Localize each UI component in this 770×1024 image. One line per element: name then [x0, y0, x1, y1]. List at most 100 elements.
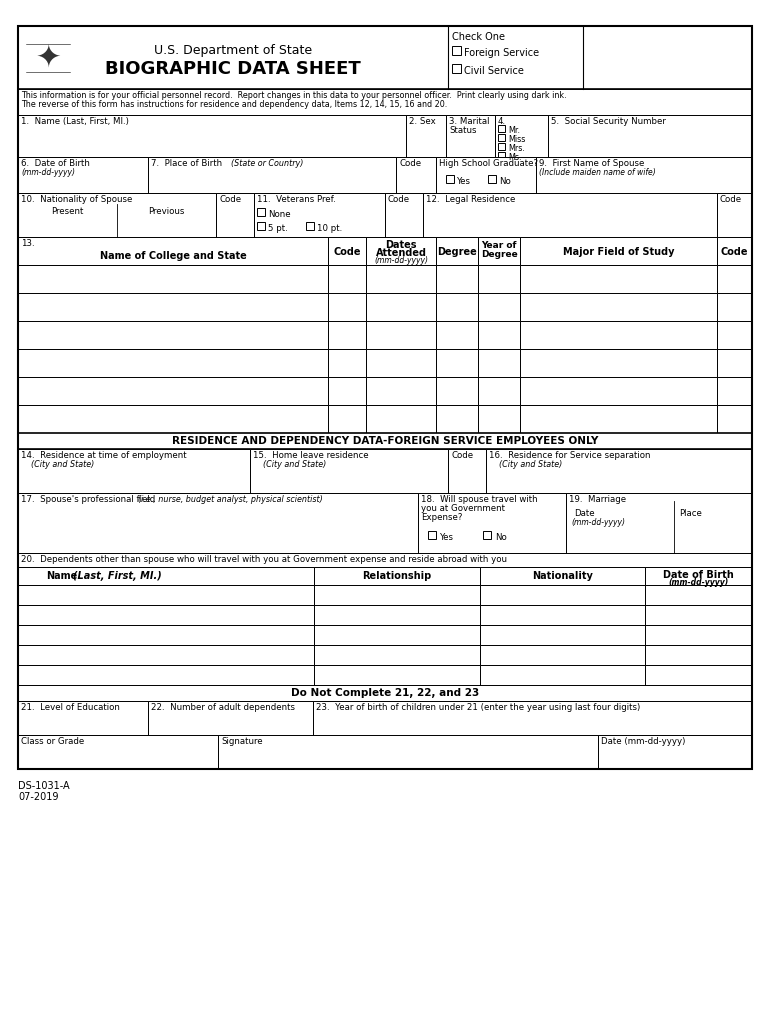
Bar	[645, 585, 752, 605]
Text: 19.  Marriage: 19. Marriage	[569, 495, 626, 504]
Bar	[480, 605, 645, 625]
Bar	[495, 115, 548, 157]
Text: Degree: Degree	[480, 250, 517, 259]
Text: Place: Place	[679, 509, 701, 518]
Bar	[483, 531, 491, 539]
Bar	[314, 585, 480, 605]
Bar	[717, 237, 752, 265]
Bar	[18, 605, 314, 625]
Bar	[478, 377, 520, 406]
Text: (Include maiden name of wife): (Include maiden name of wife)	[539, 168, 656, 177]
Bar	[717, 293, 752, 321]
Text: Degree: Degree	[437, 247, 477, 257]
Bar	[18, 265, 328, 293]
Text: 4.: 4.	[498, 117, 506, 126]
Bar	[328, 406, 366, 433]
Text: (i.e., nurse, budget analyst, physical scientist): (i.e., nurse, budget analyst, physical s…	[138, 495, 323, 504]
Text: Yes: Yes	[440, 534, 454, 542]
Text: Date: Date	[574, 509, 594, 518]
Bar	[480, 585, 645, 605]
Text: None: None	[268, 210, 290, 219]
Bar	[598, 735, 752, 769]
Bar	[18, 665, 314, 685]
Bar	[478, 237, 520, 265]
Bar	[366, 349, 436, 377]
Text: This information is for your official personnel record.  Report changes in this : This information is for your official pe…	[21, 91, 567, 100]
Text: Foreign Service: Foreign Service	[464, 48, 539, 58]
Bar	[436, 321, 478, 349]
Bar	[18, 685, 752, 701]
Bar	[717, 321, 752, 349]
Text: Code: Code	[333, 247, 361, 257]
Bar	[717, 193, 752, 237]
Bar	[520, 349, 717, 377]
Bar	[366, 265, 436, 293]
Bar	[717, 349, 752, 377]
Bar	[250, 449, 448, 493]
Text: Date of Birth: Date of Birth	[663, 570, 734, 580]
Text: (City and State): (City and State)	[263, 460, 326, 469]
Text: you at Government: you at Government	[421, 504, 505, 513]
Bar	[498, 152, 505, 159]
Text: Yes: Yes	[457, 177, 471, 186]
Bar	[478, 349, 520, 377]
Text: High School Graduate?: High School Graduate?	[439, 159, 538, 168]
Bar	[520, 237, 717, 265]
Text: Code: Code	[720, 195, 742, 204]
Text: Do Not Complete 21, 22, and 23: Do Not Complete 21, 22, and 23	[291, 688, 479, 698]
Bar	[480, 665, 645, 685]
Bar	[645, 645, 752, 665]
Text: 10 pt.: 10 pt.	[317, 224, 342, 233]
Text: (Last, First, MI.): (Last, First, MI.)	[73, 571, 162, 581]
Bar	[218, 735, 598, 769]
Bar	[448, 449, 486, 493]
Bar	[18, 115, 406, 157]
Bar	[18, 645, 314, 665]
Bar	[148, 157, 396, 193]
Bar	[436, 293, 478, 321]
Bar	[306, 222, 314, 230]
Text: 3. Marital: 3. Marital	[449, 117, 490, 126]
Bar	[18, 193, 216, 237]
Bar	[717, 377, 752, 406]
Bar	[480, 625, 645, 645]
Bar	[313, 701, 752, 735]
Bar	[314, 625, 480, 645]
Bar	[18, 293, 328, 321]
Bar	[520, 293, 717, 321]
Text: Civil Service: Civil Service	[464, 66, 524, 76]
Bar	[446, 115, 495, 157]
Text: No: No	[499, 177, 511, 186]
Text: 13.: 13.	[21, 239, 35, 248]
Text: Mrs.: Mrs.	[508, 144, 525, 153]
Bar	[536, 157, 752, 193]
Bar	[328, 377, 366, 406]
Bar	[18, 26, 752, 89]
Bar	[520, 377, 717, 406]
Text: Name of College and State: Name of College and State	[99, 251, 246, 261]
Bar	[436, 157, 536, 193]
Text: 17.  Spouse's professional field: 17. Spouse's professional field	[21, 495, 158, 504]
Text: Previous: Previous	[149, 207, 185, 216]
Bar	[366, 237, 436, 265]
Bar	[18, 433, 752, 449]
Text: (State or Country): (State or Country)	[231, 159, 303, 168]
Text: (mm-dd-yyyy): (mm-dd-yyyy)	[21, 168, 75, 177]
Bar	[520, 265, 717, 293]
Text: 20.  Dependents other than spouse who will travel with you at Government expense: 20. Dependents other than spouse who wil…	[21, 555, 507, 564]
Text: 07-2019: 07-2019	[18, 792, 59, 802]
Bar	[428, 531, 436, 539]
Bar	[366, 293, 436, 321]
Bar	[548, 115, 752, 157]
Bar	[328, 321, 366, 349]
Bar	[498, 125, 505, 132]
Bar	[216, 193, 254, 237]
Text: Nationality: Nationality	[532, 571, 593, 581]
Bar	[18, 553, 752, 567]
Bar	[717, 265, 752, 293]
Bar	[18, 701, 148, 735]
Text: Ms.: Ms.	[508, 153, 521, 162]
Text: ✦: ✦	[35, 43, 61, 72]
Text: Code: Code	[451, 451, 473, 460]
Text: Major Field of Study: Major Field of Study	[563, 247, 675, 257]
